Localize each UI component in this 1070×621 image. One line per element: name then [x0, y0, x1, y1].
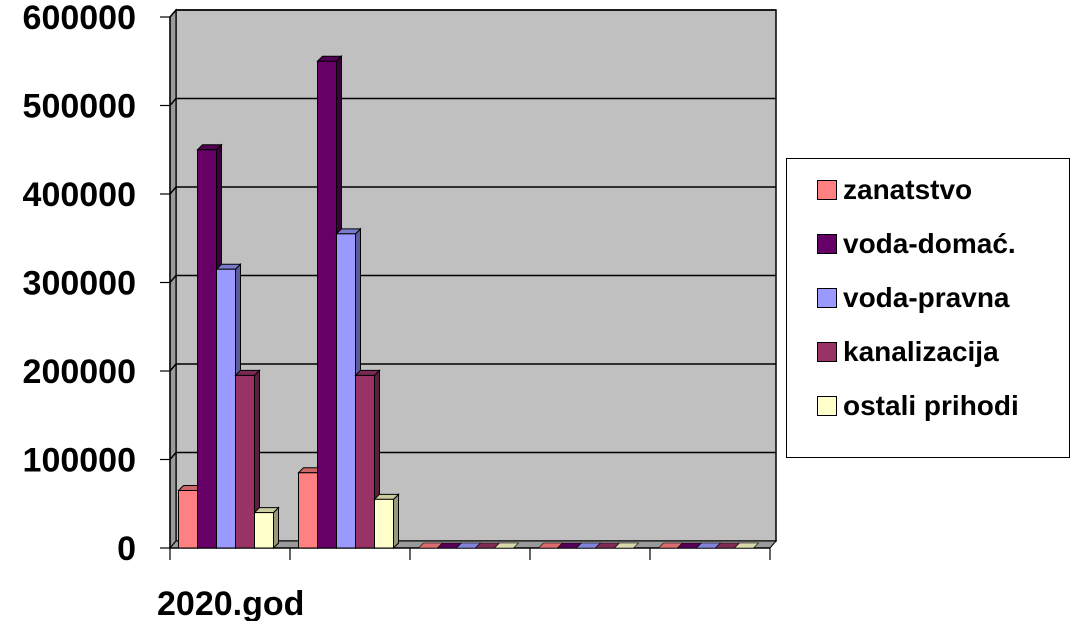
bar-front: [317, 60, 337, 549]
bar-front: [298, 472, 318, 549]
bar-top: [316, 55, 343, 62]
legend-swatch: [817, 288, 837, 308]
gridlines: [169, 9, 776, 460]
y-tick-label: 600000: [23, 0, 136, 37]
legend-item: zanatstvo: [817, 174, 973, 205]
legend-label: voda-domać.: [843, 228, 1016, 259]
x-tick-label: 2020.god: [157, 585, 304, 621]
legend-label: kanalizacija: [843, 336, 999, 367]
y-tick-label: 500000: [23, 88, 136, 126]
bar: [354, 369, 381, 550]
gridline: [169, 186, 776, 195]
gridline: [169, 274, 776, 283]
bar-top: [335, 228, 362, 235]
legend-item: ostali prihodi: [817, 390, 1019, 421]
y-tick-label: 200000: [23, 353, 136, 391]
x-axis-tick-labels: 2020.god: [157, 585, 304, 621]
gridline: [169, 451, 776, 460]
gridline: [169, 9, 776, 18]
legend-swatch: [817, 396, 837, 416]
legend-item: voda-pravna: [817, 282, 1010, 313]
legend: zanatstvo voda-domać. voda-pravna kanalizac…: [786, 158, 1070, 458]
bar-front: [235, 374, 255, 549]
y-tick-label: 100000: [23, 442, 136, 480]
gridline: [169, 363, 776, 372]
gridline: [169, 97, 776, 106]
bar-side: [273, 506, 279, 550]
bar-side: [393, 493, 399, 550]
bar: [253, 506, 280, 550]
bar-front: [336, 233, 356, 549]
y-axis-tick-labels: 0 100000 200000 300000 400000 500000 600000: [23, 0, 136, 568]
y-tick-label: 0: [117, 530, 136, 568]
legend-label: ostali prihodi: [843, 390, 1019, 421]
bar-top: [253, 507, 280, 514]
bar-front: [355, 374, 375, 549]
bar-front: [254, 512, 274, 549]
bar-front: [216, 268, 236, 549]
y-tick-label: 400000: [23, 176, 136, 214]
legend-item: voda-domać.: [817, 228, 1016, 259]
bar-top: [215, 263, 242, 270]
bar-top: [354, 369, 381, 376]
legend-swatch: [817, 180, 837, 200]
legend-item: kanalizacija: [817, 336, 999, 367]
bars: [177, 55, 760, 550]
y-tick-label: 300000: [23, 265, 136, 303]
legend-label: zanatstvo: [843, 174, 973, 205]
bar-top: [196, 144, 223, 151]
bar: [373, 493, 400, 550]
bar-empty: [493, 542, 520, 549]
chart-walls: [168, 8, 778, 550]
legend-swatch: [817, 234, 837, 254]
bar-front: [374, 498, 394, 549]
bar: [613, 542, 640, 549]
bar-empty: [613, 542, 640, 549]
bar-front: [178, 489, 198, 549]
legend-label: voda-pravna: [843, 282, 1010, 313]
bar-front: [197, 149, 217, 549]
bar: [493, 542, 520, 549]
legend-swatch: [817, 342, 837, 362]
bar: [733, 542, 760, 549]
bar: [234, 369, 261, 550]
bar-empty: [733, 542, 760, 549]
bar-top: [373, 493, 400, 500]
bar-top: [234, 369, 261, 376]
